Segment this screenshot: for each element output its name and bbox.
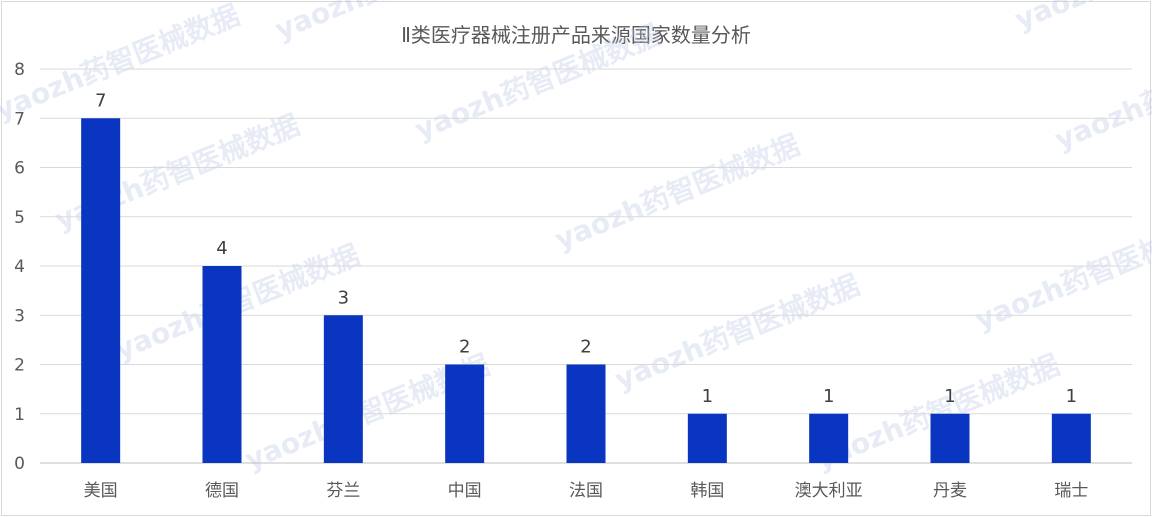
bar	[930, 413, 970, 463]
x-tick-label: 中国	[448, 481, 482, 501]
watermark-text: yaozh药智医械数据	[1050, 28, 1152, 156]
y-tick-label: 1	[14, 405, 25, 425]
x-tick-label: 澳大利亚	[795, 481, 863, 501]
y-tick-label: 5	[14, 208, 25, 228]
watermark-text: yaozh药智医械数据	[0, 0, 244, 126]
watermark-text: yaozh药智医械数据	[1010, 0, 1152, 36]
x-tick-label: 法国	[569, 481, 603, 501]
y-tick-label: 0	[14, 454, 25, 474]
bar	[202, 266, 242, 463]
y-tick-label: 6	[14, 159, 25, 179]
watermark-text: yaozh药智医械数据	[970, 208, 1152, 336]
x-tick-label: 美国	[84, 481, 118, 501]
x-tick-label: 芬兰	[326, 481, 360, 501]
data-label: 1	[702, 386, 713, 407]
data-label: 1	[823, 386, 834, 407]
watermark-text: yaozh药智医械数据	[410, 18, 664, 146]
x-tick-label: 瑞士	[1054, 481, 1088, 501]
x-tick-label: 韩国	[690, 481, 724, 501]
y-tick-label: 7	[14, 109, 25, 129]
data-label: 7	[95, 90, 106, 111]
data-label: 2	[580, 337, 591, 358]
data-label: 2	[459, 337, 470, 358]
data-label: 4	[216, 238, 227, 259]
bar	[81, 118, 121, 463]
bar	[445, 364, 485, 463]
y-tick-label: 2	[14, 356, 25, 376]
y-tick-label: 4	[14, 257, 25, 277]
x-tick-label: 德国	[205, 481, 239, 501]
watermark-text: yaozh药智医械数据	[550, 128, 804, 256]
data-label: 1	[1066, 386, 1077, 407]
y-tick-label: 8	[14, 60, 25, 80]
x-tick-label: 丹麦	[933, 481, 967, 501]
watermark-text: yaozh药智医械数据	[270, 0, 524, 46]
bar	[809, 413, 849, 463]
bar	[566, 364, 606, 463]
bar	[687, 413, 727, 463]
chart-title: Ⅱ类医疗器械注册产品来源国家数量分析	[401, 23, 751, 47]
data-label: 3	[338, 287, 349, 308]
data-label: 1	[944, 386, 955, 407]
y-tick-label: 3	[14, 306, 25, 326]
watermark-text: yaozh药智医械数据	[610, 268, 864, 396]
bar	[1051, 413, 1091, 463]
bar	[323, 315, 363, 463]
